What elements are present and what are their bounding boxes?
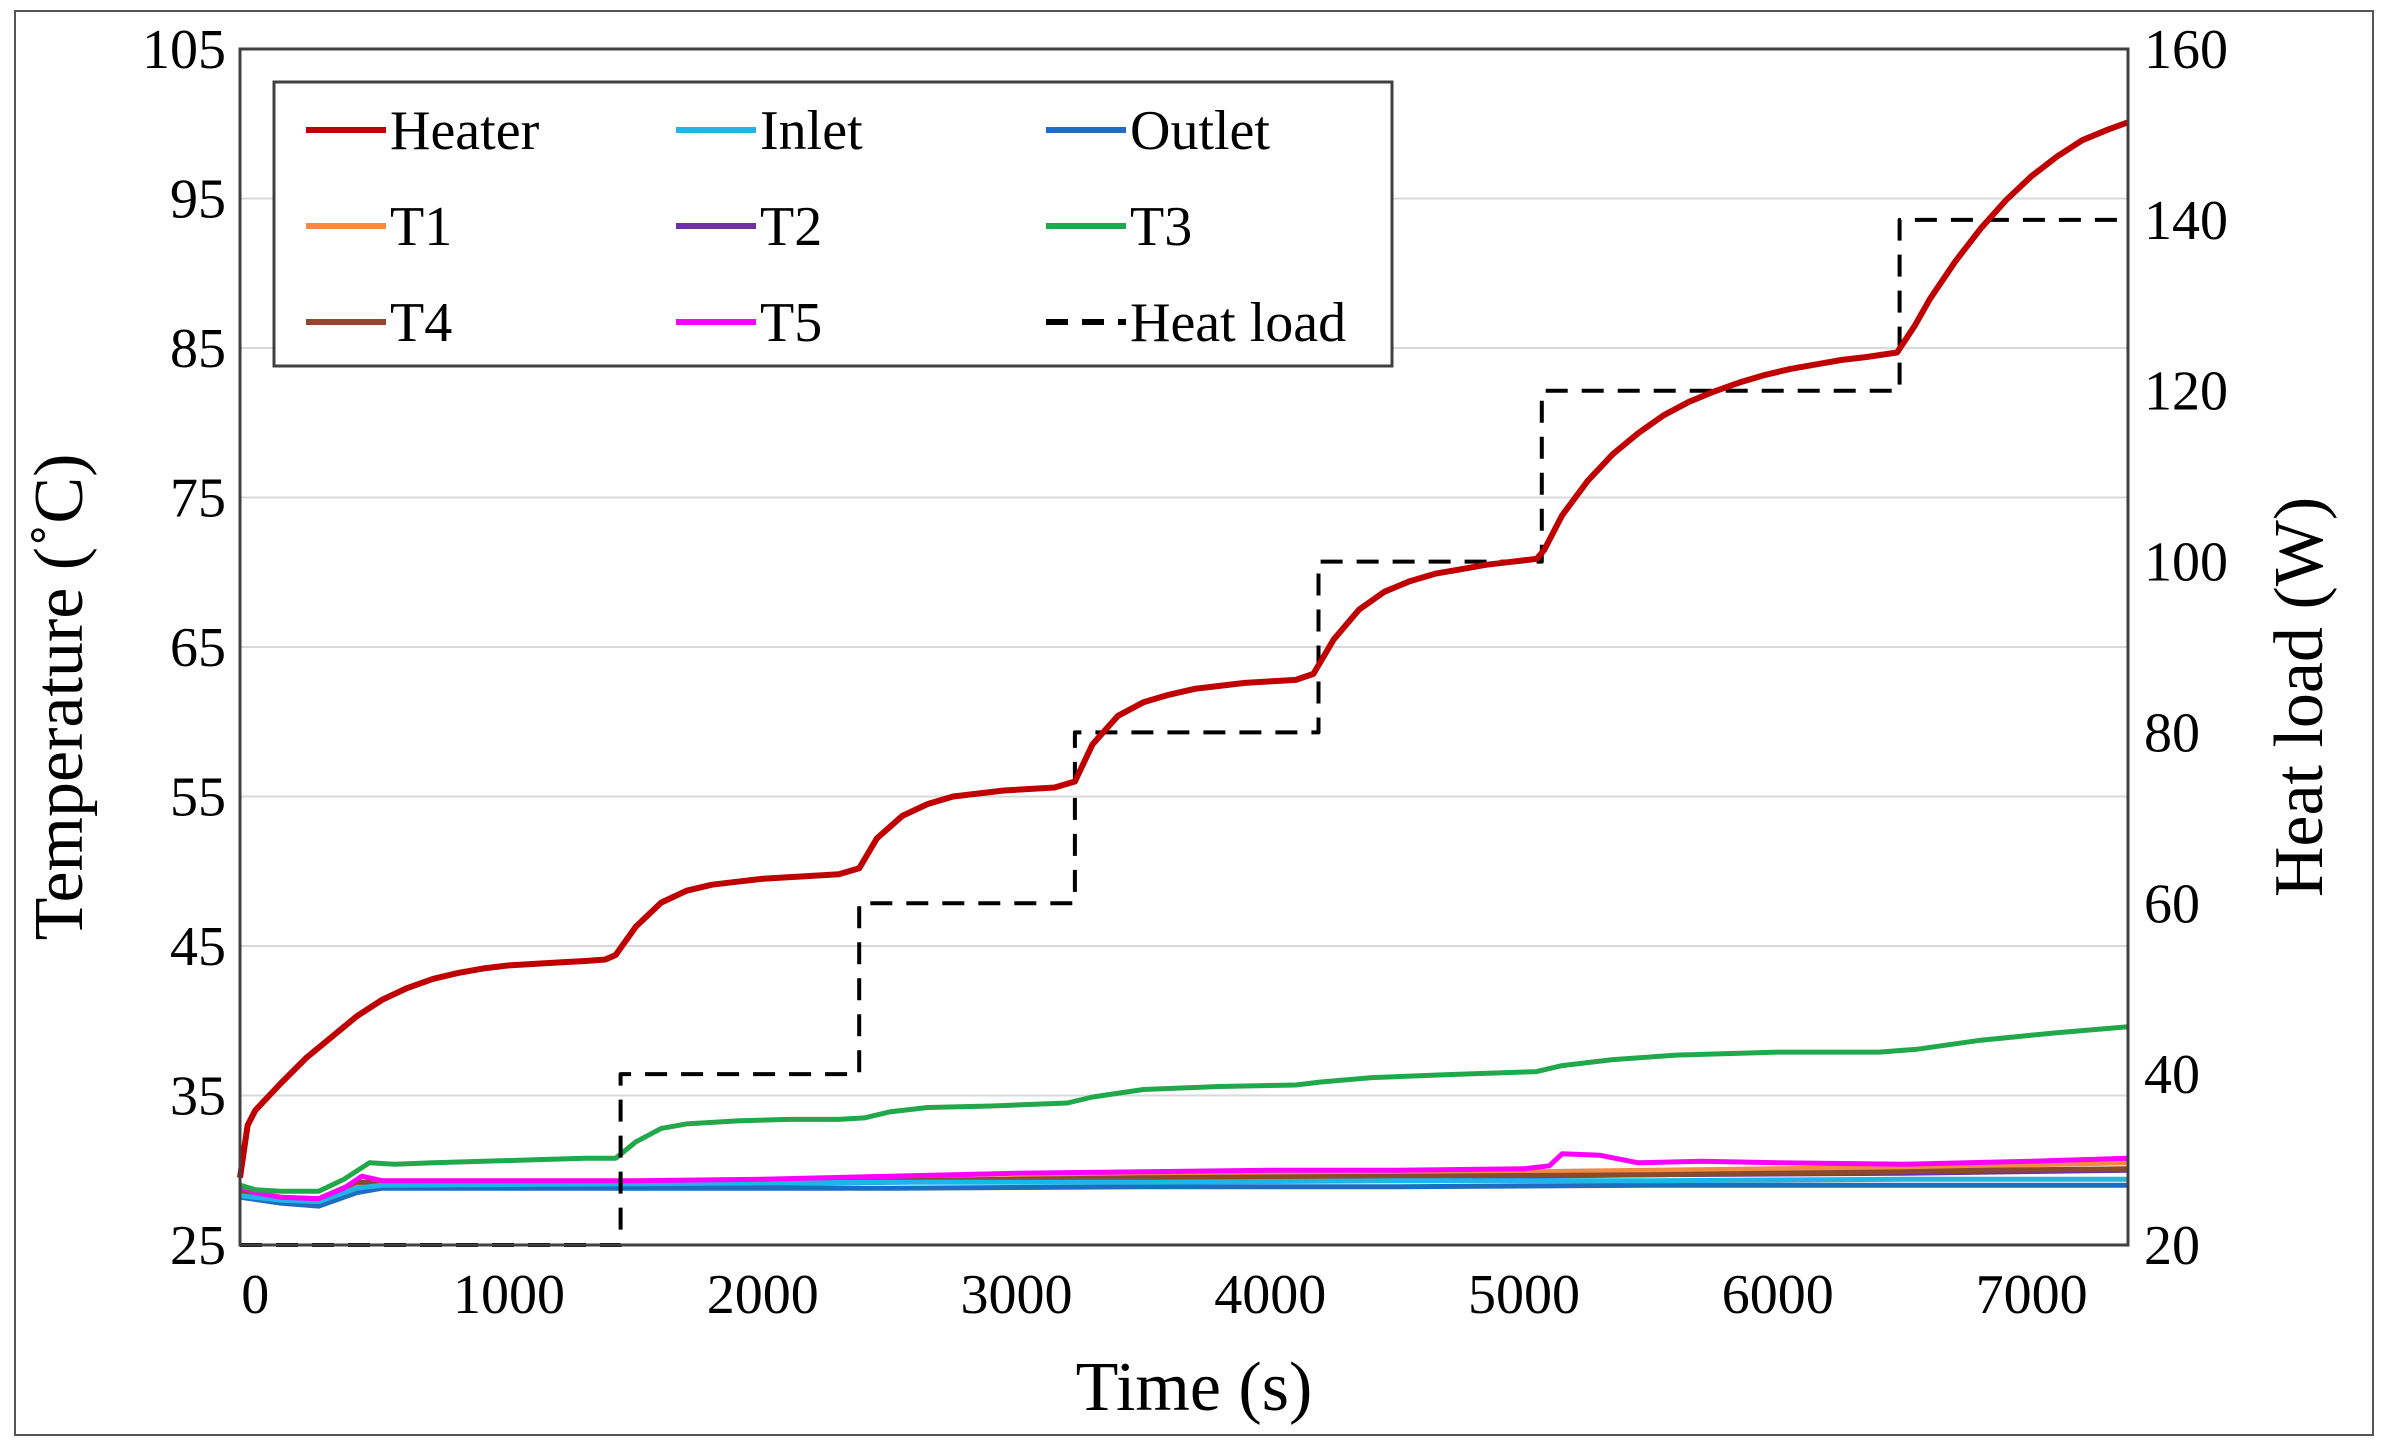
y-tick-label: 55 — [170, 767, 226, 829]
line-chart: 25 35 45 55 65 75 85 95 105 20 40 60 80 100 120 140 160 0… — [21, 19, 2338, 1426]
legend-label: Heat load — [1130, 292, 1346, 354]
x-tick-label: 0 — [241, 1264, 269, 1326]
x-tick-label: 6000 — [1722, 1264, 1834, 1326]
y2-tick-label: 20 — [2144, 1215, 2200, 1277]
x-tick-label: 5000 — [1468, 1264, 1580, 1326]
legend-label: Heater — [390, 100, 540, 162]
series-line-inlet — [239, 1176, 2128, 1205]
x-tick-label: 3000 — [961, 1264, 1073, 1326]
legend-label: Inlet — [760, 100, 863, 162]
legend-label: T2 — [760, 196, 822, 258]
y2-tick-label: 40 — [2144, 1044, 2200, 1106]
legend-label: T3 — [1130, 196, 1192, 258]
series-line-t5 — [239, 1151, 2129, 1202]
series-line-heat-load — [240, 217, 2128, 1247]
y-tick-label: 45 — [170, 916, 226, 978]
chart-frame: 25 35 45 55 65 75 85 95 105 20 40 60 80 100 120 140 160 0… — [14, 10, 2374, 1436]
y-tick-label: 65 — [170, 617, 226, 679]
y2-tick-label: 160 — [2144, 19, 2228, 81]
tick-labels: 25 35 45 55 65 75 85 95 105 20 40 60 80 100 120 140 160 0… — [142, 19, 2228, 1326]
x-tick-label: 2000 — [707, 1264, 819, 1326]
legend-label: Outlet — [1130, 100, 1270, 162]
legend-label: T4 — [390, 292, 452, 354]
y-tick-label: 95 — [170, 169, 226, 231]
y2-axis-title: Heat load (W) — [2261, 497, 2338, 897]
y-tick-label: 35 — [170, 1066, 226, 1128]
legend-box — [272, 80, 1394, 368]
y-tick-label: 85 — [170, 318, 226, 380]
x-tick-label: 1000 — [453, 1264, 565, 1326]
x-axis-title: Time (s) — [1076, 1349, 1313, 1426]
legend: Heater Inlet Outlet T1 T2 T3 T4 T5 Heat load — [272, 80, 1394, 368]
series-line-outlet — [239, 1182, 2128, 1209]
y-tick-label: 25 — [170, 1215, 226, 1277]
x-tick-label: 4000 — [1214, 1264, 1326, 1326]
series-line-heater — [237, 119, 2130, 1179]
y2-tick-label: 100 — [2144, 532, 2228, 594]
y2-tick-label: 60 — [2144, 873, 2200, 935]
y-tick-label: 75 — [170, 468, 226, 530]
series-lines — [237, 119, 2130, 1247]
legend-label: T1 — [390, 196, 452, 258]
plot-border — [238, 47, 2130, 1247]
legend-label: T5 — [760, 292, 822, 354]
series-line-t3 — [239, 1024, 2129, 1194]
y2-tick-label: 80 — [2144, 702, 2200, 764]
x-tick-label: 7000 — [1976, 1264, 2088, 1326]
y2-tick-label: 120 — [2144, 361, 2228, 423]
y2-tick-label: 140 — [2144, 190, 2228, 252]
y-tick-label: 105 — [142, 19, 226, 81]
y-axis-title: Temperature (˚C) — [21, 454, 98, 941]
